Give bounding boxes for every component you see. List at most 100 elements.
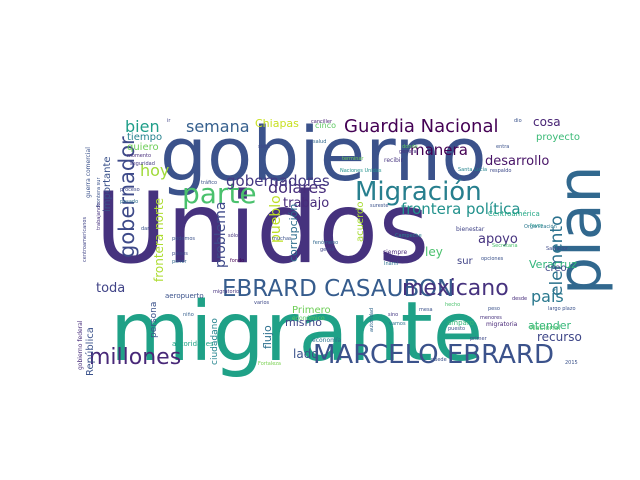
word-hecho: hecho bbox=[445, 302, 460, 308]
word-unidos: Unidos bbox=[95, 172, 429, 286]
word-sino: sino bbox=[388, 312, 398, 318]
word-problema: problema bbox=[213, 201, 229, 268]
word-largo-plazo: largo plazo bbox=[548, 306, 576, 312]
word-proceso: proceso bbox=[120, 187, 140, 193]
word-organizacion: Organización bbox=[524, 223, 557, 230]
word-toda: toda bbox=[96, 281, 125, 296]
word-solo: sólo bbox=[228, 232, 238, 239]
word-migrante: migrante bbox=[110, 285, 483, 380]
word-seguridad: seguridad bbox=[130, 161, 155, 167]
word-parte: parte bbox=[182, 177, 257, 210]
word-bienestar: bienestar bbox=[456, 226, 485, 233]
word-plan: plan bbox=[545, 165, 615, 295]
word-chiapas: Chiapas bbox=[255, 117, 299, 130]
word-ley: ley bbox=[425, 245, 443, 259]
word-frontera-sur: frontera sur bbox=[96, 177, 102, 207]
word-peso: peso bbox=[488, 306, 500, 312]
word-persona: persona bbox=[149, 302, 159, 338]
word-centroamericanos: centroamericanos bbox=[82, 217, 88, 262]
word-naciones-unidas: Naciones Unidas bbox=[340, 168, 382, 174]
word-salvador: Salvador bbox=[546, 246, 569, 252]
word-amparo: amparo bbox=[447, 319, 474, 327]
word-centroamerica: Centroamérica bbox=[488, 210, 540, 218]
word-general: general bbox=[399, 149, 418, 155]
word-gobernador: gobernador bbox=[115, 136, 139, 258]
word-dar: dar bbox=[141, 226, 150, 232]
word-migratoria: migratoria bbox=[486, 321, 518, 328]
word-guerra-comercial: guerra comercial bbox=[85, 147, 92, 198]
word-corrupcion: corrupción bbox=[287, 204, 300, 262]
word-secretaria: Secretaría bbox=[492, 242, 518, 249]
word-sureste: sureste bbox=[370, 203, 388, 209]
word-apoyo: apoyo bbox=[478, 232, 518, 247]
word-flujo: flujo bbox=[261, 325, 274, 349]
word-cinco: cinco bbox=[315, 121, 336, 130]
word-bien: bien bbox=[125, 117, 160, 136]
word-trabajo: trabajo bbox=[283, 196, 329, 211]
word-siete: siete bbox=[258, 144, 270, 150]
word-quiero: quiero bbox=[127, 142, 159, 153]
word-marcelo-ebrard: MARCELO EBRARD bbox=[313, 340, 554, 370]
word-atender: atender bbox=[528, 319, 572, 332]
word-primero: Primero bbox=[292, 305, 331, 316]
word-campeche: Campeche bbox=[395, 233, 422, 239]
word-ebrard-casaubon: EBRARD CASAUBON bbox=[222, 276, 454, 302]
word-economia: economía bbox=[312, 337, 342, 344]
word-2015: 2015 bbox=[565, 360, 578, 366]
word-gente: gente bbox=[320, 247, 334, 253]
word-canciller: canciller bbox=[311, 119, 333, 125]
word-desarrollo: desarrollo bbox=[485, 154, 549, 169]
word-varios: varios bbox=[254, 300, 270, 306]
word-lado: lado bbox=[293, 347, 319, 361]
word-momento: momento bbox=[127, 153, 151, 159]
word-paises: países bbox=[172, 250, 188, 257]
word-cosa: cosa bbox=[533, 115, 561, 129]
word-mexicano: mexicano bbox=[402, 276, 509, 301]
word-salud: salud bbox=[313, 139, 326, 145]
word-podemos: podemos bbox=[172, 236, 195, 242]
word-santa-lucia: Santa Lucía bbox=[458, 166, 487, 173]
word-autoridades: autoridades bbox=[172, 340, 214, 348]
word-favor: favor bbox=[530, 223, 544, 229]
word-fenomeno: fenómeno bbox=[313, 239, 338, 246]
word-veracruz: Veracruz bbox=[529, 258, 577, 271]
word-gobierno-federal: gobierno federal bbox=[77, 320, 84, 370]
word-gobernadores: gobernadores bbox=[226, 172, 330, 190]
word-trabajando: trabajando bbox=[96, 203, 102, 230]
word-respaldo: respaldo bbox=[490, 168, 512, 174]
word-aeropuerto: aeropuerto bbox=[165, 292, 204, 300]
word-manera: manera bbox=[410, 141, 468, 159]
word-autoridad: autoridad bbox=[369, 308, 375, 332]
word-semana: semana bbox=[186, 117, 250, 136]
word-pais: país bbox=[531, 287, 564, 306]
word-menores: menores bbox=[480, 315, 502, 321]
word-vamos: vamos bbox=[389, 321, 406, 327]
word-nacional: Nacional bbox=[530, 324, 560, 332]
word-opciones: opciones bbox=[481, 256, 504, 262]
word-frontera-norte: frontera norte bbox=[152, 198, 166, 282]
word-millones: millones bbox=[89, 345, 181, 370]
word-hoy: hoy bbox=[140, 161, 169, 180]
word-importante: importante bbox=[102, 156, 113, 212]
word-donde: donde bbox=[402, 144, 418, 150]
word-mismo: mismo bbox=[285, 316, 322, 329]
word-elemento: elemento bbox=[547, 215, 567, 296]
word-dio: dio bbox=[514, 118, 522, 124]
word-trafico: tráfico bbox=[201, 179, 217, 186]
word-economico: económico bbox=[292, 315, 325, 322]
word-recibir: recibir bbox=[384, 157, 403, 164]
word-proyecto: proyecto bbox=[536, 132, 580, 143]
word-entra: entra bbox=[496, 144, 509, 150]
word-terminar: terminar bbox=[342, 156, 364, 162]
word-migratorio: migratorio bbox=[213, 289, 239, 295]
word-pueblo: pueblo bbox=[268, 195, 284, 243]
word-dolares: dólares bbox=[268, 178, 327, 197]
word-tiempo: tiempo bbox=[127, 132, 162, 143]
word-mesa: mesa bbox=[419, 307, 433, 313]
word-fortaleza: Fortaleza bbox=[258, 361, 281, 367]
word-sur: sur bbox=[457, 256, 474, 267]
word-poner: poner bbox=[172, 259, 187, 265]
word-acuerdo: acuerdo bbox=[355, 201, 366, 242]
word-republica: República bbox=[84, 327, 96, 376]
